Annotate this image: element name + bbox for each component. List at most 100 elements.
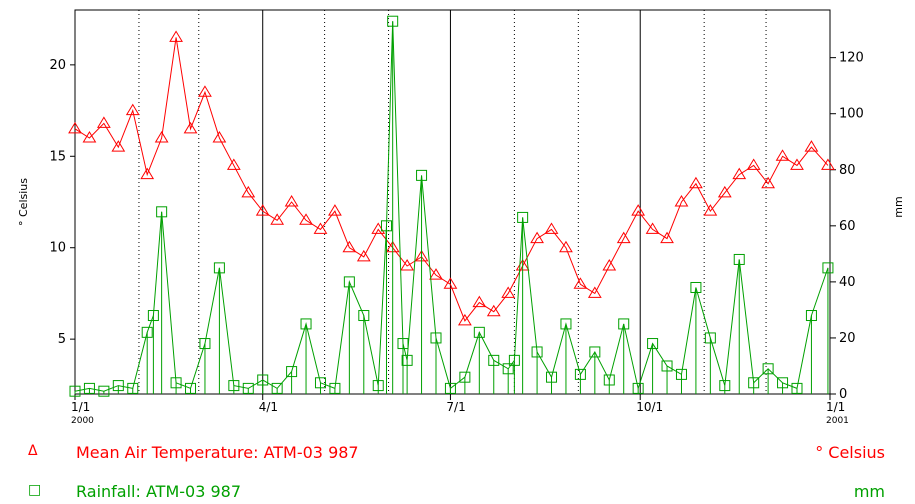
rainfall-point [242,382,254,394]
rainfall-point [343,276,355,288]
y-left-tick-label: 10 [49,241,66,256]
temperature-point [821,158,835,170]
rainfall-point [546,371,558,383]
temperature-point [674,195,689,207]
temperature-point [530,231,544,244]
y-left-tick-label: 5 [58,332,66,347]
rainfall-point [733,253,745,265]
temperature-point [400,259,415,271]
y-right-tick-label: 40 [839,275,856,290]
rainfall-point [170,377,182,389]
temperature-point [486,304,501,317]
legend-row-temperature: Δ Mean Air Temperature: ATM-03 987 ° Cel… [0,443,915,465]
temperature-point [342,240,357,253]
temperature-point [544,222,559,234]
rainfall-point [199,338,211,350]
rainfall-point [300,318,312,330]
temperature-point [616,231,631,244]
temperature-point [299,213,313,225]
temperature-point [140,167,155,180]
temperature-series-line [74,37,829,322]
rainfall-point [271,382,283,394]
legend-unit-temperature: ° Celsius [815,443,885,462]
temperature-point [660,231,674,244]
x-tick-label: 4/1 [259,400,278,414]
rainfall-point [603,374,615,386]
temperature-point [226,158,241,170]
rainfall-point [127,382,139,394]
rainfall-point [589,346,601,358]
temperature-point [761,176,775,189]
square-marker-icon: □ [28,482,42,498]
temperature-point [501,286,516,298]
temperature-point [645,222,660,234]
temperature-point [96,116,111,128]
triangle-marker-icon: Δ [28,443,38,459]
temperature-point [313,222,328,234]
y-right-tick-label: 0 [839,387,847,402]
temperature-point [587,286,602,298]
rainfall-point [444,382,456,394]
temperature-point [284,195,299,207]
rainfall-series-line [74,21,829,392]
temperature-point [804,140,819,152]
rainfall-point [430,332,442,344]
rainfall-point [98,385,110,397]
rainfall-point [560,318,572,330]
x-tick-label: 1/1 [71,400,90,414]
y-left-tick-label: 20 [49,58,66,73]
temperature-point [255,204,270,216]
rainfall-point [286,366,298,378]
temperature-point [154,131,169,143]
legend-label-temperature: Mean Air Temperature: ATM-03 987 [76,443,359,462]
temperature-point [169,30,183,42]
rainfall-point [141,326,153,338]
temperature-point [183,121,198,134]
temperature-point [457,313,472,326]
rainfall-point [488,354,500,366]
rainfall-point [675,368,687,380]
y-right-tick-label: 120 [839,51,864,66]
rainfall-point [329,382,341,394]
temperature-point [732,167,747,180]
rainfall-point [257,374,269,386]
x-tick-sublabel: 2001 [826,416,849,425]
temperature-point [689,176,703,189]
legend-row-rainfall: □ Rainfall: ATM-03 987 mm [0,482,915,504]
plot-frame [74,9,831,395]
rainfall-point [147,310,159,322]
temperature-point [703,204,718,216]
axes-layer [70,9,836,400]
rainfall-point [83,382,95,394]
rainfall-point [416,169,428,181]
rainfall-point [661,360,673,372]
temperature-point [790,158,804,170]
rainfall-point [397,338,409,350]
temperature-point [328,204,342,216]
rainfall-point [777,377,789,389]
rainfall-point [805,310,817,322]
rainfall-point [228,380,240,392]
y-right-tick-label: 80 [839,163,856,178]
legend-label-rainfall: Rainfall: ATM-03 987 [76,482,241,501]
temperature-point [472,295,487,308]
y-left-tick-label: 15 [49,149,66,164]
temperature-point [443,277,458,289]
rainfall-point [618,318,630,330]
chart: 1/1 2000 4/1 7/1 10/1 1/1 2001 5 10 15 20 ° Celsius… [17,9,905,425]
rainfall-point [748,377,760,389]
temperature-point [270,213,285,225]
x-tick-label: 7/1 [446,400,465,414]
temperature-point [125,103,140,116]
rainfall-point [632,382,644,394]
temperature-point [429,268,443,280]
temperature-point [82,131,97,143]
rainfall-point [372,380,384,392]
temperature-point [602,259,617,271]
x-tick-sublabel: 2000 [71,416,94,425]
series-layer [68,15,835,397]
rainfall-point [822,262,834,274]
rainfall-point [704,332,716,344]
x-tick-label: 10/1 [636,400,663,414]
temperature-point [356,249,371,262]
